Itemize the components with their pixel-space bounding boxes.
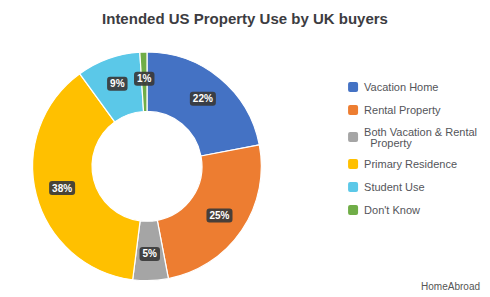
svg-text:9%: 9% [110, 78, 125, 89]
svg-text:Property: Property [364, 137, 412, 149]
svg-text:Student Use: Student Use [364, 181, 425, 193]
svg-text:25%: 25% [209, 210, 229, 221]
svg-text:1%: 1% [137, 73, 152, 84]
svg-text:Don't Know: Don't Know [364, 204, 420, 216]
svg-text:22%: 22% [193, 93, 213, 104]
svg-text:Rental Property: Rental Property [364, 104, 441, 116]
svg-text:Both Vacation & Rental: Both Vacation & Rental [364, 125, 477, 138]
svg-text:5%: 5% [143, 248, 158, 259]
svg-text:Vacation Home: Vacation Home [364, 81, 438, 93]
svg-text:Intended US Property Use by UK: Intended US Property Use by UK buyers [102, 10, 388, 27]
svg-text:Primary Residence: Primary Residence [364, 158, 457, 170]
svg-text:HomeAbroad: HomeAbroad [421, 281, 480, 292]
svg-text:38%: 38% [52, 183, 72, 194]
